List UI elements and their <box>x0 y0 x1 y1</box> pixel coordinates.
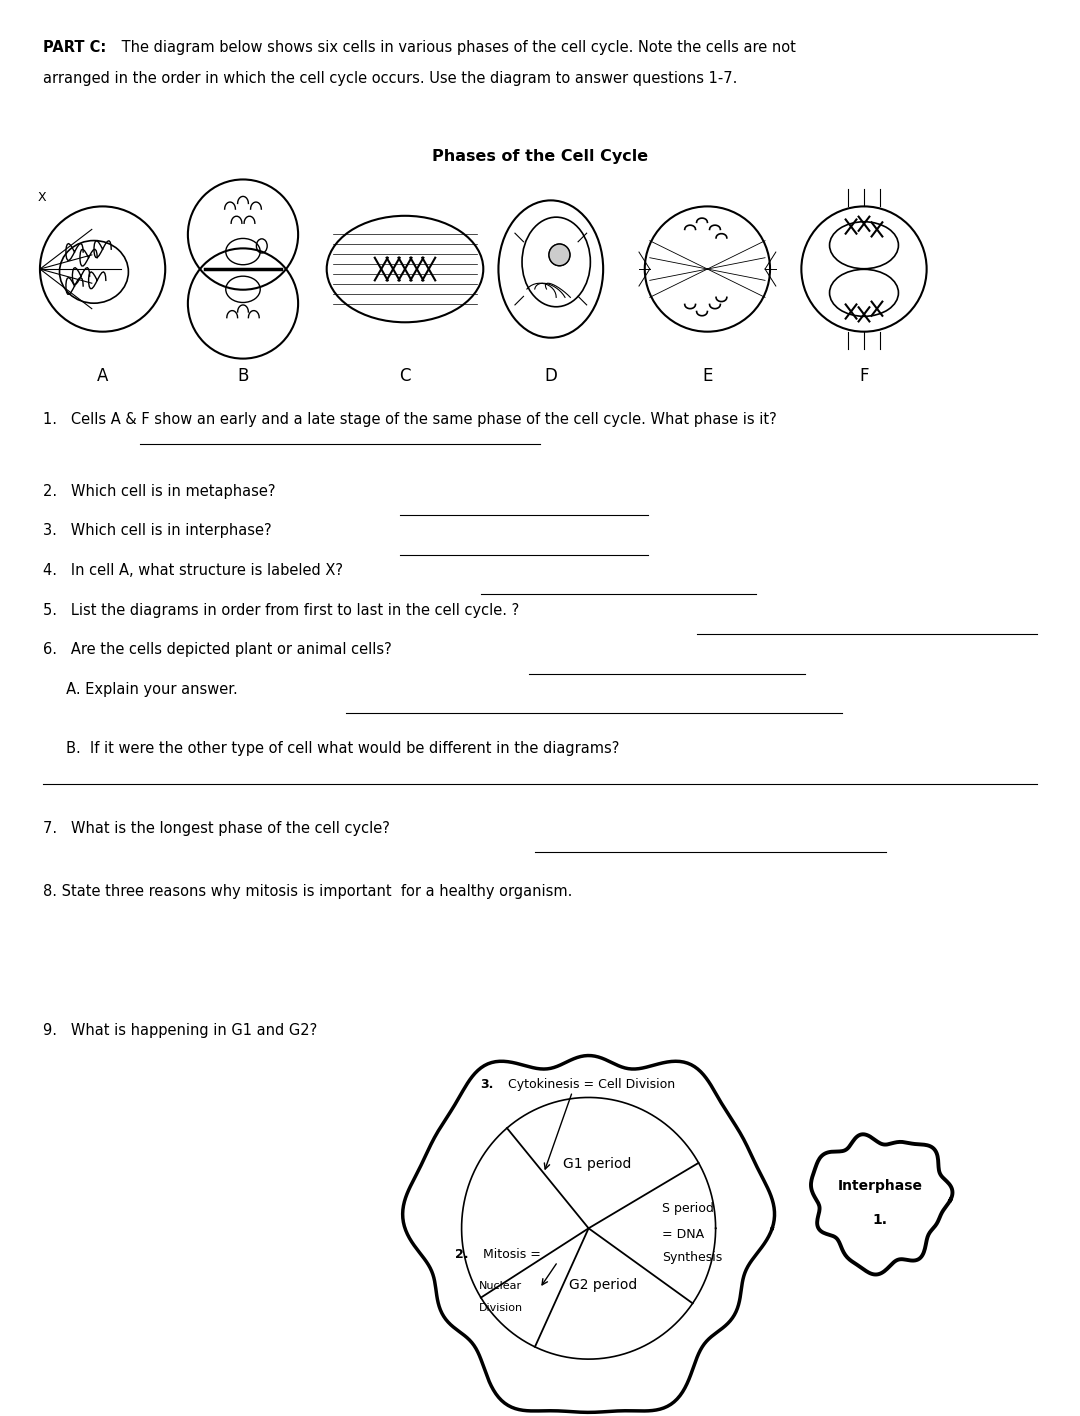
Text: 6.   Are the cells depicted plant or animal cells?: 6. Are the cells depicted plant or anima… <box>43 643 392 657</box>
Text: Phases of the Cell Cycle: Phases of the Cell Cycle <box>432 149 648 164</box>
Text: B.  If it were the other type of cell what would be different in the diagrams?: B. If it were the other type of cell wha… <box>43 742 620 756</box>
Text: 3.: 3. <box>481 1078 494 1090</box>
Text: 8. State three reasons why mitosis is important  for a healthy organism.: 8. State three reasons why mitosis is im… <box>43 884 572 899</box>
Text: Interphase: Interphase <box>838 1178 922 1192</box>
Text: 2.: 2. <box>456 1247 469 1262</box>
Text: E: E <box>702 367 713 385</box>
Text: 7.   What is the longest phase of the cell cycle?: 7. What is the longest phase of the cell… <box>43 821 390 835</box>
Text: C: C <box>400 367 410 385</box>
Text: The diagram below shows six cells in various phases of the cell cycle. Note the : The diagram below shows six cells in var… <box>117 40 796 55</box>
Text: Synthesis: Synthesis <box>662 1250 723 1263</box>
Text: Nuclear: Nuclear <box>480 1280 522 1290</box>
Text: Mitosis =: Mitosis = <box>480 1247 541 1262</box>
Text: B: B <box>238 367 248 385</box>
Text: D: D <box>544 367 557 385</box>
Text: 1.   Cells A & F show an early and a late stage of the same phase of the cell cy: 1. Cells A & F show an early and a late … <box>43 412 777 428</box>
Text: 1.: 1. <box>873 1212 888 1226</box>
Text: 4.   In cell A, what structure is labeled X?: 4. In cell A, what structure is labeled … <box>43 564 343 578</box>
Text: G2 period: G2 period <box>569 1279 637 1293</box>
Text: arranged in the order in which the cell cycle occurs. Use the diagram to answer : arranged in the order in which the cell … <box>43 71 738 86</box>
Text: A. Explain your answer.: A. Explain your answer. <box>43 683 238 697</box>
Text: 3.   Which cell is in interphase?: 3. Which cell is in interphase? <box>43 524 272 538</box>
Text: PART C:: PART C: <box>43 40 107 55</box>
Text: G1 period: G1 period <box>564 1157 632 1171</box>
Text: A: A <box>97 367 108 385</box>
Text: Cytokinesis = Cell Division: Cytokinesis = Cell Division <box>504 1078 675 1090</box>
Text: X: X <box>38 191 46 204</box>
Text: S period: S period <box>662 1202 714 1215</box>
Text: F: F <box>860 367 868 385</box>
Text: Division: Division <box>480 1303 523 1313</box>
Text: 2.   Which cell is in metaphase?: 2. Which cell is in metaphase? <box>43 484 275 498</box>
Ellipse shape <box>549 244 570 266</box>
Text: 5.   List the diagrams in order from first to last in the cell cycle. ?: 5. List the diagrams in order from first… <box>43 603 519 617</box>
Text: = DNA: = DNA <box>662 1228 704 1242</box>
Text: 9.   What is happening in G1 and G2?: 9. What is happening in G1 and G2? <box>43 1022 318 1038</box>
